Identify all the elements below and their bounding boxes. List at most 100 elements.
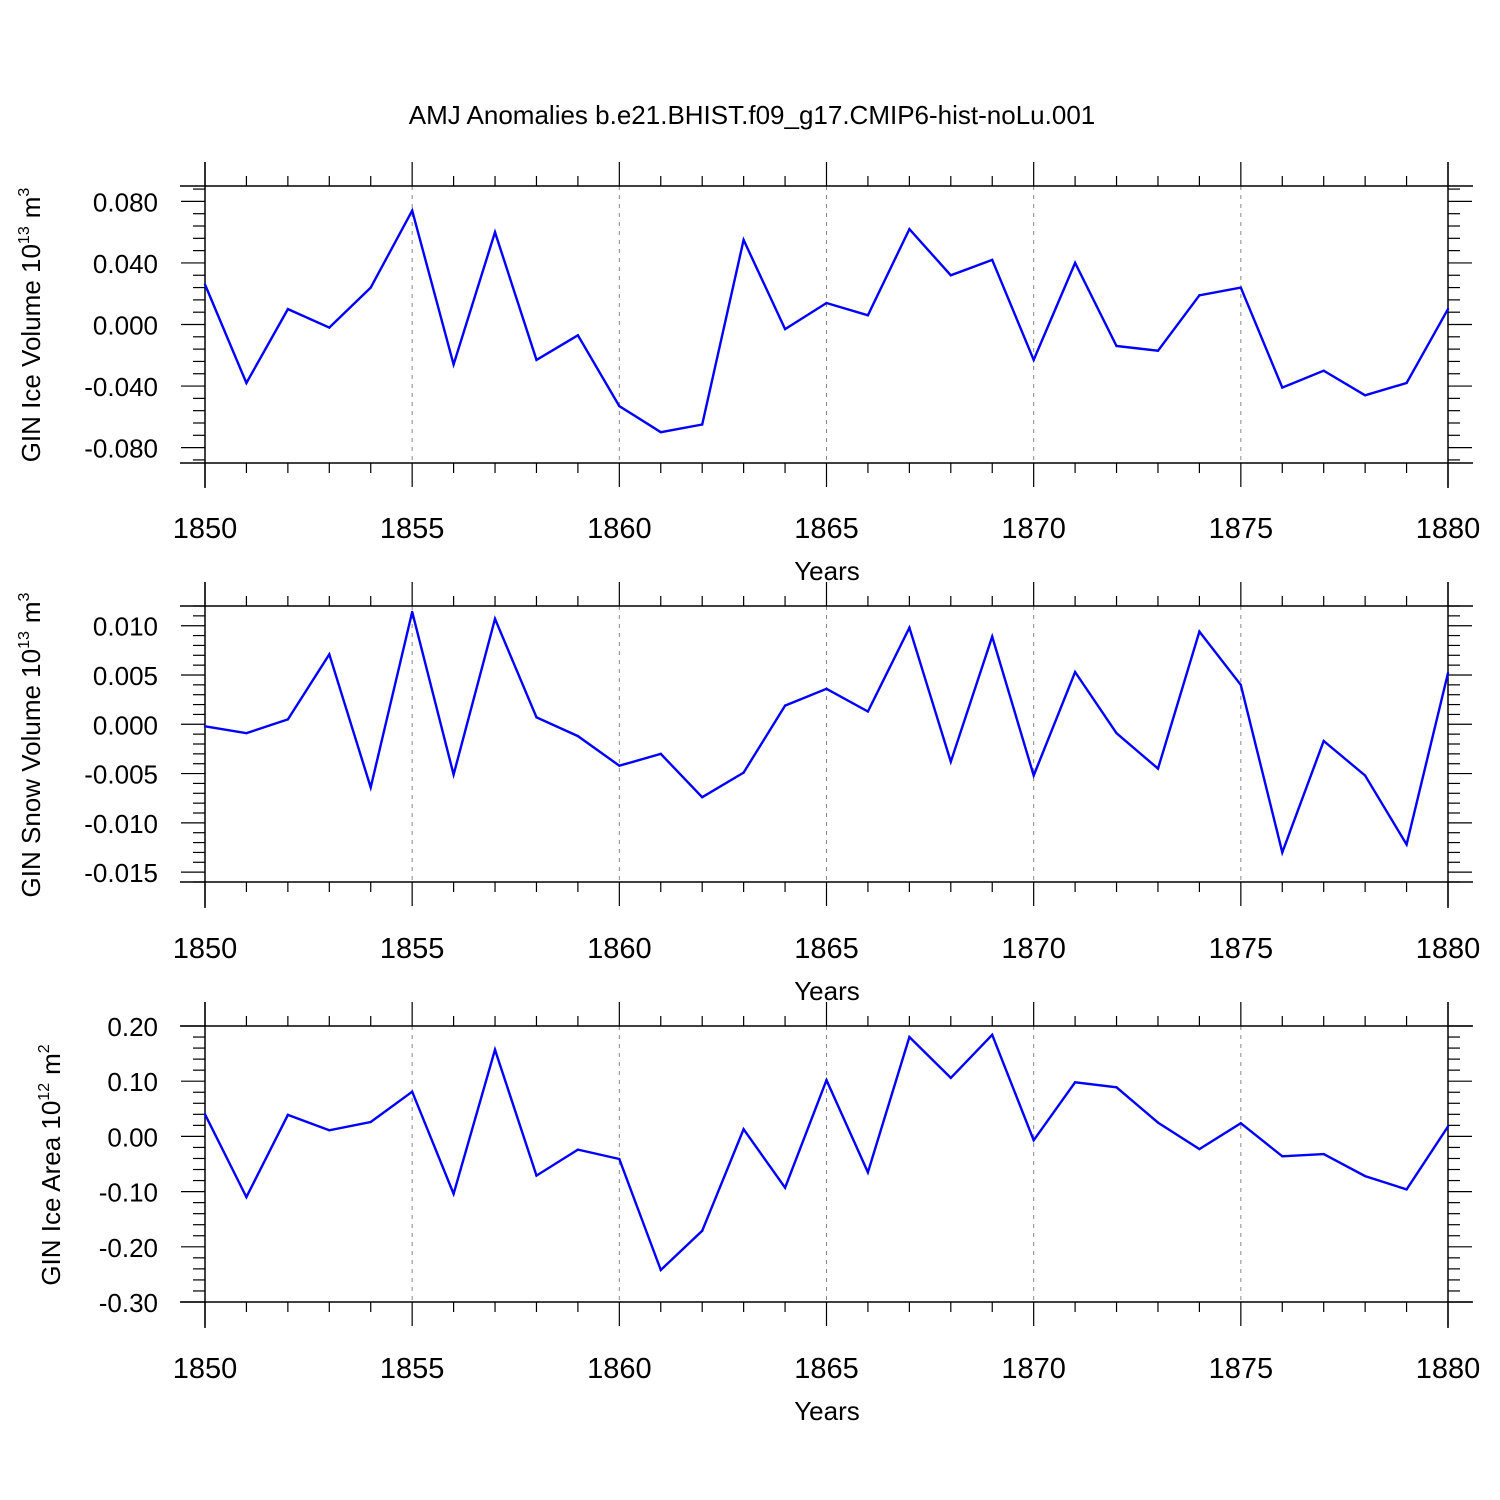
y-axis-label-unit-exponent: 3	[16, 188, 33, 197]
data-point-1854	[369, 286, 372, 289]
data-point-1855	[410, 209, 414, 212]
data-point-1879	[1405, 1188, 1408, 1191]
data-point-1874	[1198, 1147, 1201, 1151]
y-axis-label-main: GIN Ice Volume 10	[16, 244, 46, 462]
xtick-label-1865: 1865	[794, 513, 859, 545]
xtick-label-1870: 1870	[1001, 1353, 1066, 1385]
data-point-1860	[618, 764, 621, 767]
data-point-1864	[783, 1186, 787, 1189]
ytick-label-neg0p015: -0.015	[84, 858, 158, 888]
xtick-label-1860: 1860	[587, 933, 652, 965]
ytick-label-neg0p04: -0.040	[84, 372, 158, 402]
xtick-label-1855: 1855	[380, 933, 445, 965]
ytick-label-neg0p08: -0.080	[84, 434, 158, 464]
data-point-1857	[493, 1048, 497, 1051]
data-point-1861	[659, 1268, 662, 1272]
data-point-1878	[1363, 774, 1367, 777]
ytick-label-neg0p3: -0.30	[99, 1288, 158, 1318]
data-point-1873	[1156, 349, 1160, 352]
data-point-1871	[1073, 670, 1077, 674]
data-point-1855	[410, 610, 414, 614]
data-point-1862	[701, 423, 704, 426]
panel-snow-volume: 1850 1855 1860 1865 1870 1875 1880 Years -0.015 -…	[16, 582, 1480, 1006]
ytick-label-neg0p005: -0.005	[84, 760, 158, 790]
xtick-label-1865: 1865	[794, 1353, 859, 1385]
data-point-1869	[991, 1033, 994, 1037]
data-point-1862	[701, 796, 704, 799]
data-point-1878	[1363, 1174, 1367, 1178]
data-point-1870	[1032, 358, 1035, 362]
data-point-1859	[576, 734, 580, 738]
data-point-1856	[452, 1192, 455, 1196]
data-point-1859	[576, 1148, 580, 1151]
data-point-1867	[908, 227, 911, 231]
data-point-1877	[1322, 369, 1325, 372]
y-axis-label: GIN Snow Volume 1013 m3	[16, 592, 46, 897]
y-axis-label-unit-exponent: 3	[16, 592, 33, 601]
data-point-1876	[1281, 1155, 1284, 1158]
data-point-1866	[866, 1171, 870, 1174]
data-point-1871	[1073, 261, 1077, 265]
data-point-1857	[493, 617, 497, 621]
xtick-label-1850: 1850	[173, 933, 238, 965]
y-axis-label-unit: m	[16, 601, 46, 623]
ytick-label-0p04: 0.040	[93, 249, 158, 279]
data-point-1869	[991, 635, 994, 638]
data-point-1868	[949, 760, 952, 763]
xtick-label-1850: 1850	[173, 1353, 238, 1385]
data-point-1863	[742, 238, 745, 242]
data-point-1880	[1446, 671, 1450, 675]
xtick-label-1865: 1865	[794, 933, 859, 965]
data-point-1868	[949, 1076, 952, 1080]
data-point-1852	[286, 1113, 290, 1117]
data-point-1879	[1405, 843, 1408, 846]
data-point-1852	[286, 718, 290, 721]
data-point-1850	[203, 725, 207, 728]
y-axis-label-exponent: 12	[36, 1083, 53, 1101]
data-point-1854	[369, 1120, 372, 1124]
xtick-label-1880: 1880	[1416, 1353, 1481, 1385]
y-axis-label-main: GIN Snow Volume 10	[16, 649, 46, 898]
ytick-label-neg0p01: -0.010	[84, 809, 158, 839]
y-axis-label-main: GIN Ice Area 10	[36, 1101, 66, 1286]
ytick-label-0: 0.00	[107, 1122, 158, 1152]
data-point-1877	[1322, 1152, 1325, 1156]
data-point-1850	[203, 1113, 207, 1116]
data-point-1872	[1115, 344, 1118, 348]
data-point-1851	[245, 381, 248, 385]
data-point-1855	[410, 1090, 414, 1093]
data-point-1856	[452, 363, 455, 366]
data-point-1872	[1115, 1086, 1118, 1089]
data-point-1854	[369, 786, 372, 789]
data-point-1862	[701, 1229, 704, 1232]
ytick-label-neg0p1: -0.10	[99, 1178, 158, 1208]
xtick-label-1870: 1870	[1001, 513, 1066, 545]
xtick-label-1875: 1875	[1209, 933, 1274, 965]
data-point-1871	[1073, 1081, 1077, 1084]
data-point-1852	[286, 307, 290, 311]
data-point-1860	[618, 1157, 621, 1161]
data-point-1865	[825, 687, 828, 690]
data-point-1870	[1032, 774, 1035, 777]
data-point-1874	[1198, 630, 1201, 633]
ytick-label-neg0p2: -0.20	[99, 1233, 158, 1263]
data-point-1869	[991, 258, 994, 262]
data-point-1875	[1239, 683, 1243, 687]
panel-ice-volume: 1850 1855 1860 1865 1870 1875 1880 Years -0.080 -…	[16, 162, 1480, 586]
ytick-label-0p1: 0.10	[107, 1067, 158, 1097]
data-point-1873	[1156, 767, 1160, 770]
data-point-1853	[328, 1129, 331, 1132]
data-point-1853	[328, 326, 331, 329]
data-point-1872	[1115, 731, 1118, 735]
xtick-label-1875: 1875	[1209, 1353, 1274, 1385]
data-point-1851	[245, 731, 248, 735]
data-point-1858	[535, 1174, 538, 1177]
data-point-1857	[493, 230, 497, 234]
data-point-1861	[659, 752, 662, 756]
data-point-1877	[1322, 739, 1325, 743]
data-point-1866	[866, 314, 870, 317]
data-point-1863	[742, 1128, 745, 1131]
data-point-1858	[535, 716, 538, 719]
x-axis-label: Years	[794, 1396, 860, 1426]
xtick-label-1875: 1875	[1209, 513, 1274, 545]
